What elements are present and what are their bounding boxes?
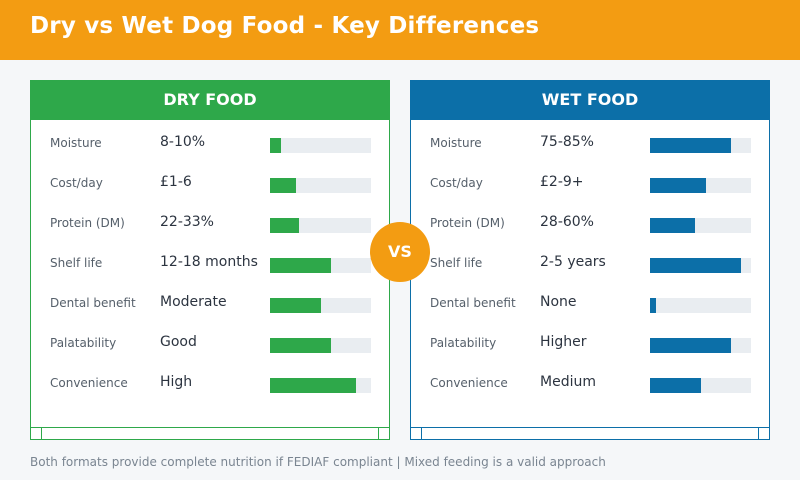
wet-bar	[650, 218, 695, 233]
wet-bar-track	[650, 178, 751, 193]
wet-row-label: Dental benefit	[430, 296, 516, 310]
dry-bar-track	[270, 298, 371, 313]
wet-row: Moisture 75-85%	[411, 123, 769, 163]
wet-bar-track	[650, 258, 751, 273]
wet-row-value: £2-9+	[540, 174, 584, 190]
wet-bar	[650, 258, 741, 273]
wet-row-label: Protein (DM)	[430, 216, 505, 230]
wet-row: Convenience Medium	[411, 363, 769, 403]
dry-row: Dental benefit Moderate	[31, 283, 389, 323]
dry-bar-track	[270, 258, 371, 273]
footnote: Both formats provide complete nutrition …	[30, 455, 606, 469]
dry-bar	[270, 218, 299, 233]
dry-row-value: 12-18 months	[160, 254, 258, 270]
dry-bar-track	[270, 338, 371, 353]
wet-food-panel: WET FOOD Moisture 75-85% Cost/day £2-9+ Prot…	[410, 80, 770, 440]
dry-row-label: Cost/day	[50, 176, 103, 190]
dry-bar	[270, 178, 296, 193]
dry-row: Protein (DM) 22-33%	[31, 203, 389, 243]
wet-food-panel-footer	[411, 427, 769, 439]
dry-row-label: Convenience	[50, 376, 128, 390]
dry-row: Shelf life 12-18 months	[31, 243, 389, 283]
wet-row-label: Cost/day	[430, 176, 483, 190]
dry-bar-track	[270, 178, 371, 193]
wet-row: Shelf life 2-5 years	[411, 243, 769, 283]
wet-row: Palatability Higher	[411, 323, 769, 363]
wet-bar-track	[650, 218, 751, 233]
dry-row-value: 22-33%	[160, 214, 214, 230]
wet-bar	[650, 338, 731, 353]
vs-badge: VS	[370, 222, 430, 282]
wet-bar	[650, 298, 656, 313]
dry-bar-track	[270, 218, 371, 233]
dry-food-panel: DRY FOOD Moisture 8-10% Cost/day £1-6 Protei…	[30, 80, 390, 440]
header-bar: Dry vs Wet Dog Food - Key Differences	[0, 0, 800, 60]
dry-bar	[270, 138, 281, 153]
wet-bar	[650, 178, 706, 193]
dry-row-label: Dental benefit	[50, 296, 136, 310]
dry-food-panel-footer	[31, 427, 389, 439]
wet-row-value: None	[540, 294, 577, 310]
dry-row-label: Protein (DM)	[50, 216, 125, 230]
dry-row-value: 8-10%	[160, 134, 206, 150]
wet-bar-track	[650, 338, 751, 353]
dry-bar	[270, 378, 356, 393]
dry-bar	[270, 298, 321, 313]
wet-row-label: Convenience	[430, 376, 508, 390]
dry-row: Moisture 8-10%	[31, 123, 389, 163]
wet-row-value: 2-5 years	[540, 254, 606, 270]
dry-food-panel-title: DRY FOOD	[30, 80, 390, 120]
wet-bar-track	[650, 298, 751, 313]
dry-bar-track	[270, 138, 371, 153]
wet-row-value: Medium	[540, 374, 596, 390]
wet-bar-track	[650, 138, 751, 153]
wet-row: Cost/day £2-9+	[411, 163, 769, 203]
dry-row-label: Palatability	[50, 336, 117, 350]
wet-row-label: Shelf life	[430, 256, 483, 270]
wet-row-label: Palatability	[430, 336, 497, 350]
dry-row-label: Moisture	[50, 136, 102, 150]
wet-row: Protein (DM) 28-60%	[411, 203, 769, 243]
page-title: Dry vs Wet Dog Food - Key Differences	[30, 13, 540, 39]
dry-row-value: High	[160, 374, 193, 390]
wet-bar	[650, 378, 701, 393]
dry-bar-track	[270, 378, 371, 393]
dry-row-value: Moderate	[160, 294, 227, 310]
wet-row: Dental benefit None	[411, 283, 769, 323]
dry-row: Cost/day £1-6	[31, 163, 389, 203]
wet-row-value: Higher	[540, 334, 587, 350]
wet-bar	[650, 138, 731, 153]
dry-row: Convenience High	[31, 363, 389, 403]
dry-row-value: Good	[160, 334, 197, 350]
dry-row-label: Shelf life	[50, 256, 103, 270]
wet-row-value: 28-60%	[540, 214, 594, 230]
wet-row-value: 75-85%	[540, 134, 594, 150]
dry-row: Palatability Good	[31, 323, 389, 363]
wet-bar-track	[650, 378, 751, 393]
wet-food-panel-title: WET FOOD	[410, 80, 770, 120]
dry-bar	[270, 258, 331, 273]
wet-row-label: Moisture	[430, 136, 482, 150]
dry-bar	[270, 338, 331, 353]
dry-row-value: £1-6	[160, 174, 192, 190]
